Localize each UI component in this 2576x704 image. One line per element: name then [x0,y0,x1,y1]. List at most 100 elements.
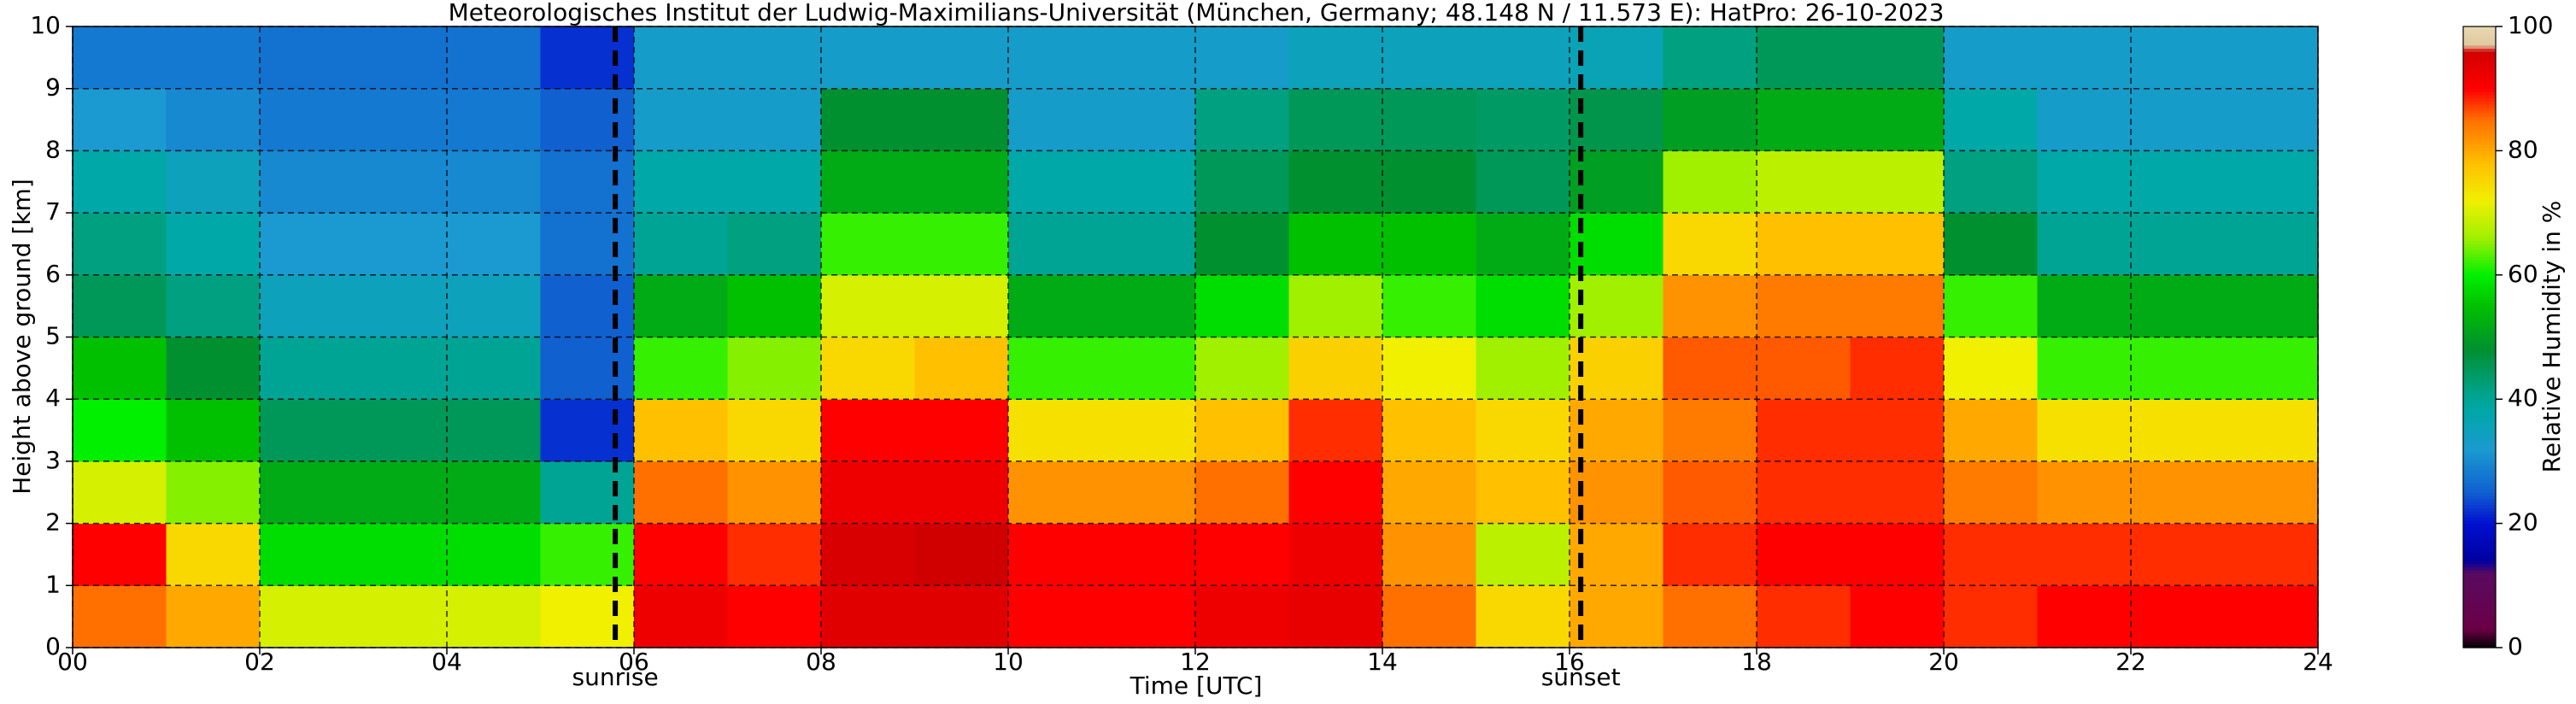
heatmap-cell [821,150,915,214]
colorbar-segment [2463,240,2496,245]
colorbar-segment [2463,352,2496,356]
colorbar-tick-label: 0 [2508,632,2523,660]
heatmap-cell [260,399,354,462]
heatmap-cell [2037,274,2132,337]
heatmap-cell [73,274,167,337]
heatmap-cell [73,523,167,586]
heatmap-cell [353,585,448,648]
colorbar-segment [2463,619,2496,624]
heatmap-cell [540,523,635,586]
colorbar-segment [2463,103,2496,109]
heatmap-cell [1101,88,1196,151]
heatmap-cell [260,213,354,276]
y-tick-label: 7 [45,197,61,226]
heatmap-cell [1476,399,1570,462]
heatmap-cell [1382,399,1476,462]
colorbar-segment [2463,259,2496,263]
colorbar-segment [2463,194,2496,198]
heatmap-cell [1288,337,1383,400]
heatmap-cell [1382,274,1476,337]
heatmap-cell [260,150,354,214]
colorbar-segment [2463,222,2496,226]
colorbar-segment [2463,392,2496,397]
colorbar-segment [2463,477,2496,481]
colorbar-segment [2463,616,2496,620]
heatmap-cell [1195,26,1289,90]
heatmap-cell [1288,585,1383,648]
colorbar-segment [2463,321,2496,326]
colorbar-segment [2463,162,2496,167]
colorbar-segment [2463,377,2496,381]
heatmap-cell [1008,26,1102,90]
colorbar-segment [2463,82,2496,86]
y-tick-label: 0 [45,632,61,660]
colorbar-segment [2463,203,2496,208]
colorbar-segment [2463,492,2496,496]
annotation-label: sunset [1541,663,1621,691]
heatmap-cell [2131,213,2225,276]
colorbar-segment [2463,296,2496,301]
colorbar-segment [2463,26,2496,31]
colorbar-segment [2463,179,2496,183]
colorbar-segment [2463,54,2496,58]
heatmap-cell [1195,523,1289,586]
heatmap-cell [1288,461,1383,525]
heatmap-cell [1476,88,1570,151]
colorbar-segment [2463,588,2496,593]
colorbar-segment [2463,374,2496,378]
heatmap-cell [260,585,354,648]
colorbar-segment [2463,97,2496,102]
colorbar-segment [2463,464,2496,468]
heatmap-cell [2224,274,2319,337]
colorbar-segment [2463,479,2496,484]
colorbar-segment [2463,548,2496,552]
colorbar-segment [2463,234,2496,238]
heatmap-cell [447,26,541,90]
heatmap-cell [1195,274,1289,337]
heatmap-cell [821,88,915,151]
colorbar-segment [2463,197,2496,202]
heatmap-cell [2037,88,2132,151]
colorbar-segment [2463,128,2496,133]
heatmap-cell [73,399,167,462]
heatmap-cell [1382,337,1476,400]
heatmap-cell [1570,523,1664,586]
colorbar-segment [2463,572,2496,577]
colorbar-segment [2463,327,2496,331]
heatmap-cell [1757,213,1851,276]
heatmap-cell [914,213,1009,276]
heatmap-cell [166,337,261,400]
colorbar-segment [2463,489,2496,493]
heatmap-cell [260,337,354,400]
colorbar-segment [2463,399,2496,403]
colorbar-segment [2463,386,2496,390]
colorbar-segment [2463,601,2496,605]
heatmap-cell [727,585,822,648]
heatmap-cell [634,523,728,586]
heatmap-cell [1663,399,1757,462]
colorbar-segment [2463,529,2496,534]
heatmap-cell [353,213,448,276]
heatmap-cell [1382,523,1476,586]
heatmap-cell [634,399,728,462]
colorbar-segment [2463,595,2496,599]
heatmap-cell [914,585,1009,648]
heatmap-cell [2224,26,2319,90]
heatmap-cell [2224,523,2319,586]
heatmap-cell [1382,213,1476,276]
heatmap-cell [821,274,915,337]
x-tick-label: 12 [1180,648,1211,676]
colorbar-segment [2463,247,2496,251]
colorbar-segment [2463,302,2496,307]
heatmap-cell [166,585,261,648]
heatmap-cell [540,585,635,648]
heatmap-cell [1476,150,1570,214]
colorbar-segment [2463,390,2496,394]
heatmap-cell [166,399,261,462]
colorbar-segment [2463,29,2496,33]
heatmap-cell [1944,523,2038,586]
heatmap-cell [1850,585,1945,648]
colorbar-segment [2463,44,2496,50]
heatmap-cell [1101,585,1196,648]
